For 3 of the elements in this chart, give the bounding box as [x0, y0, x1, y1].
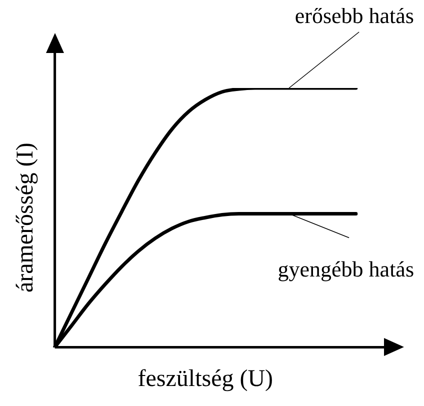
annotation: gyengébb hatás — [278, 256, 414, 282]
x-axis-title: feszültség (U) — [138, 366, 274, 392]
y-axis-title: áramerősség (I) — [12, 142, 39, 293]
